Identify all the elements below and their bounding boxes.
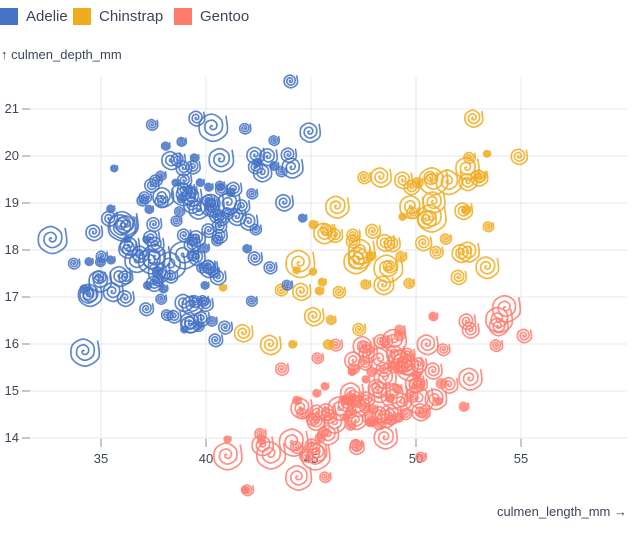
svg-text:19: 19 [5,195,19,210]
svg-text:55: 55 [514,451,528,466]
svg-text:15: 15 [5,383,19,398]
svg-text:17: 17 [5,289,19,304]
svg-text:culmen_length_mm →: culmen_length_mm → [497,504,627,519]
svg-text:14: 14 [5,430,19,445]
svg-text:35: 35 [94,451,108,466]
svg-text:20: 20 [5,148,19,163]
svg-text:21: 21 [5,101,19,116]
svg-text:18: 18 [5,242,19,257]
svg-text:16: 16 [5,336,19,351]
svg-text:40: 40 [199,451,213,466]
